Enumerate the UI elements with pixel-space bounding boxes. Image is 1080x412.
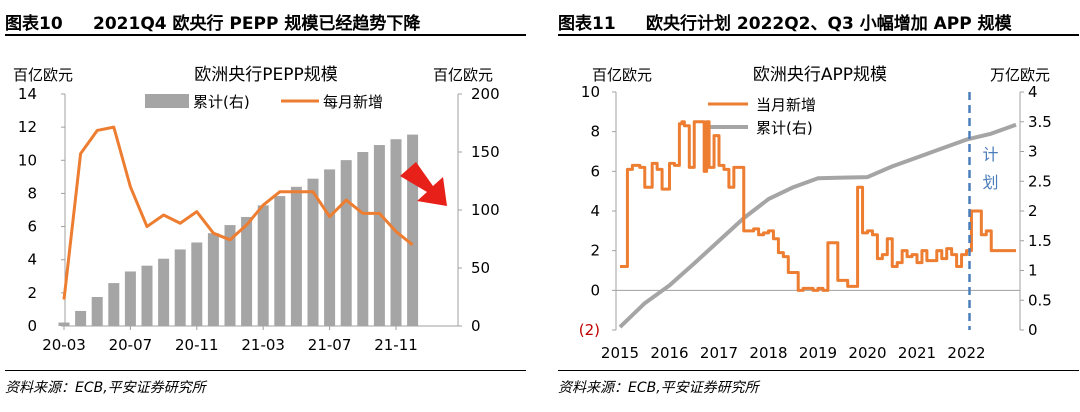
left-tick-label: 2 [27,284,37,302]
legend-label-cumulative: 累计(右) [193,93,250,111]
bar-cumulative [307,178,319,326]
left-tick-label: 14 [18,85,37,103]
x-tick-label: 2020 [848,344,886,362]
bar-cumulative [357,152,369,326]
bar-cumulative [124,271,136,326]
bar-cumulative [224,225,236,326]
bar-cumulative [141,265,153,326]
left-axis-unit: 百亿欧元 [592,66,652,84]
x-tick-label: 2016 [650,344,688,362]
left-axis-unit: 百亿欧元 [13,66,73,84]
figure-label: 图表10 [5,14,63,34]
right-axis-unit: 万亿欧元 [990,66,1050,84]
figure-header: 图表11 欧央行计划 2022Q2、Q3 小幅增加 APP 规模 [558,4,1079,36]
bar-cumulative [108,283,120,326]
bar-cumulative [407,134,419,326]
x-tick-label: 20-07 [109,336,153,354]
bar-cumulative [191,242,203,326]
bar-cumulative [91,297,103,326]
bar-cumulative [290,186,302,326]
left-tick-label: 0 [27,317,37,335]
x-tick-label: 2019 [799,344,837,362]
bar-cumulative [324,169,336,326]
x-tick-label: 21-11 [374,336,418,354]
line-monthly [620,120,1016,292]
trend-arrow-icon [400,162,447,206]
bar-cumulative [241,216,253,326]
bar-cumulative [373,145,385,326]
plan-label-1: 计 [982,145,998,164]
line-monthly [62,125,414,300]
bar-cumulative [58,322,70,326]
x-tick-label: 2017 [700,344,738,362]
left-tick-label: 8 [27,184,37,202]
left-tick-label: 12 [18,118,37,136]
right-tick-label: 150 [471,143,500,161]
right-tick-label: 1 [1028,262,1038,280]
right-tick-label: 1.5 [1028,232,1052,250]
bar-cumulative [207,233,219,326]
right-tick-label: 3 [1028,143,1038,161]
right-tick-label: 200 [471,85,500,103]
x-tick-label: 2021 [898,344,936,362]
source-note: 资料来源：ECB,平安证券研究所 [5,370,526,397]
right-tick-label: 0 [471,317,481,335]
right-tick-label: 0 [1028,321,1038,339]
figure-10: 图表10 2021Q4 欧央行 PEPP 规模已经趋势下降 欧洲央行PEPP规模… [5,0,526,412]
bar-cumulative [75,310,87,326]
legend-label-cumulative: 累计(右) [756,119,813,137]
figure-title: 2021Q4 欧央行 PEPP 规模已经趋势下降 [93,14,421,34]
chart-title: 欧洲央行APP规模 [753,65,887,85]
left-tick-label: 10 [581,83,600,101]
bar-cumulative [340,160,352,326]
x-tick-label: 2018 [749,344,787,362]
legend-swatch-cumulative [145,94,189,108]
left-tick-label: 4 [590,202,600,220]
figure-header: 图表10 2021Q4 欧央行 PEPP 规模已经趋势下降 [5,4,526,36]
right-tick-label: 4 [1028,83,1038,101]
x-tick-label: 21-07 [308,336,352,354]
x-tick-label: 2015 [601,344,639,362]
left-tick-label: (2) [579,321,600,339]
right-tick-label: 50 [471,259,490,277]
bar-cumulative [257,205,269,326]
right-tick-label: 2 [1028,202,1038,220]
source-note: 资料来源：ECB,平安证券研究所 [558,370,1079,397]
chart-title: 欧洲央行PEPP规模 [194,65,338,85]
legend-label-monthly: 当月新增 [756,96,816,114]
left-tick-label: 4 [27,251,37,269]
figure-11: 图表11 欧央行计划 2022Q2、Q3 小幅增加 APP 规模 欧洲央行APP… [558,0,1079,412]
x-tick-label: 21-03 [241,336,285,354]
legend-label-monthly: 每月新增 [323,93,383,111]
x-tick-label: 2022 [947,344,985,362]
right-tick-label: 100 [471,201,500,219]
plan-label-2: 划 [982,173,998,192]
line-cumulative [618,122,1017,329]
left-tick-label: 6 [590,162,600,180]
bar-cumulative [158,258,170,326]
right-axis-unit: 百亿欧元 [433,66,493,84]
figure-title: 欧央行计划 2022Q2、Q3 小幅增加 APP 规模 [646,14,1012,34]
bar-cumulative [174,249,186,326]
x-tick-label: 20-11 [175,336,219,354]
figure-label: 图表11 [558,14,616,34]
left-tick-label: 8 [590,123,600,141]
left-tick-label: 10 [18,151,37,169]
bar-cumulative [274,196,286,326]
left-tick-label: 6 [27,218,37,236]
x-tick-label: 20-03 [42,336,86,354]
right-tick-label: 0.5 [1028,291,1052,309]
right-tick-label: 2.5 [1028,172,1052,190]
right-tick-label: 3.5 [1028,113,1052,131]
left-tick-label: 0 [590,281,600,299]
left-tick-label: 2 [590,242,600,260]
